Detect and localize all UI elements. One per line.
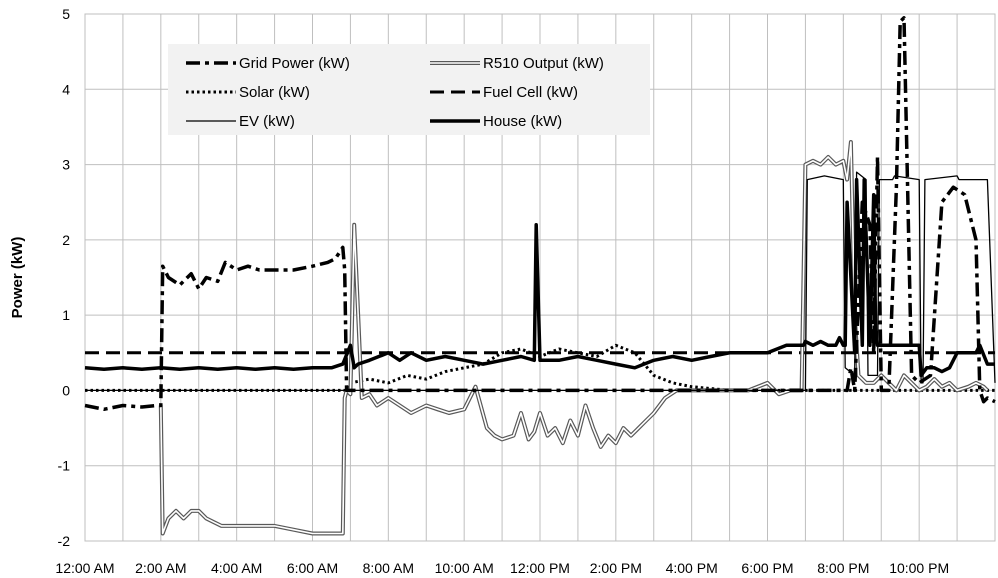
- y-tick-label: -1: [58, 458, 71, 474]
- x-tick-label: 8:00 AM: [363, 560, 414, 576]
- x-tick-label: 6:00 AM: [287, 560, 338, 576]
- legend-label-ev-kw: EV (kW): [239, 113, 295, 130]
- x-tick-label: 10:00 AM: [435, 560, 494, 576]
- x-tick-label: 10:00 PM: [889, 560, 949, 576]
- legend-label-house-kw: House (kW): [483, 113, 562, 130]
- y-tick-label: 3: [62, 157, 70, 173]
- legend-box: [168, 44, 650, 135]
- y-tick-label: 4: [62, 81, 70, 97]
- x-tick-labels: 12:00 AM 2:00 AM 4:00 AM 6:00 AM 8:00 AM 10:0…: [55, 560, 949, 576]
- series-line-r510-output-kw-inner: [160, 141, 988, 535]
- series-line-grid-power-kw: [84, 16, 996, 412]
- series-line-house-kw: [84, 177, 995, 378]
- series-layer: [84, 16, 996, 536]
- x-tick-label: 4:00 PM: [666, 560, 718, 576]
- x-tick-label: 6:00 PM: [741, 560, 793, 576]
- y-tick-label: 2: [62, 232, 70, 248]
- y-tick-label: 0: [62, 382, 70, 398]
- legend: Grid Power (kW) R510 Output (kW) Solar (kW…: [168, 44, 650, 135]
- x-tick-label: 2:00 AM: [135, 560, 186, 576]
- y-tick-label: 5: [62, 6, 70, 22]
- y-tick-label: 1: [62, 307, 70, 323]
- x-tick-label: 12:00 AM: [55, 560, 114, 576]
- y-tick-label: -2: [58, 533, 71, 549]
- x-tick-label: 4:00 AM: [211, 560, 262, 576]
- legend-label-solar-kw: Solar (kW): [239, 84, 310, 101]
- legend-label-grid-power-kw: Grid Power (kW): [239, 55, 350, 72]
- x-tick-label: 12:00 PM: [510, 560, 570, 576]
- y-tick-labels: 5 4 3 2 1 0 -1 -2: [58, 6, 71, 549]
- x-tick-label: 2:00 PM: [590, 560, 642, 576]
- legend-label-r510-output-kw: R510 Output (kW): [483, 55, 604, 72]
- legend-label-fuel-cell-kw: Fuel Cell (kW): [483, 84, 578, 101]
- x-tick-label: 8:00 PM: [817, 560, 869, 576]
- y-axis-title: Power (kW): [9, 237, 26, 319]
